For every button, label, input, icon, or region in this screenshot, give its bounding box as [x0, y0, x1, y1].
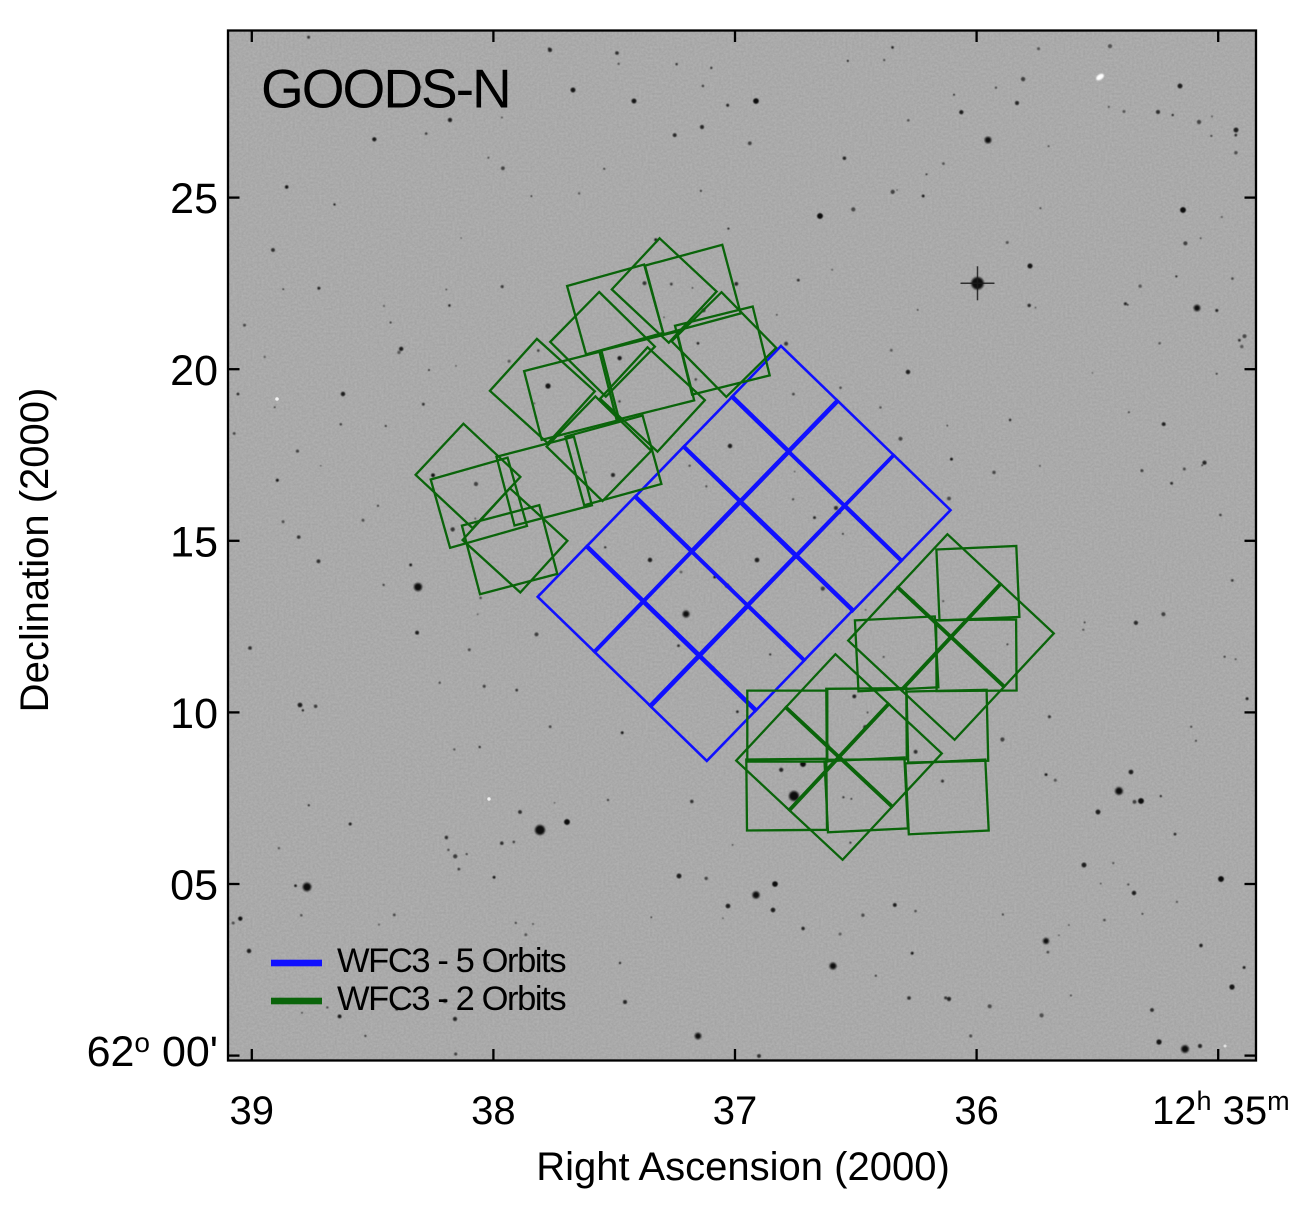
- svg-text:36: 36: [954, 1089, 999, 1133]
- svg-text:05: 05: [170, 862, 218, 910]
- svg-text:25: 25: [170, 175, 218, 223]
- svg-text:39: 39: [230, 1089, 275, 1133]
- svg-text:Right Ascension (2000): Right Ascension (2000): [536, 1145, 950, 1189]
- svg-text:Declination (2000): Declination (2000): [13, 388, 57, 713]
- svg-text:15: 15: [170, 518, 218, 566]
- svg-text:37: 37: [713, 1089, 758, 1133]
- svg-text:38: 38: [471, 1089, 516, 1133]
- svg-text:GOODS-N: GOODS-N: [261, 58, 510, 120]
- svg-text:WFC3 - 2 Orbits: WFC3 - 2 Orbits: [337, 980, 565, 1018]
- svg-text:62o 00': 62o 00': [87, 1027, 218, 1076]
- svg-text:WFC3 - 5 Orbits: WFC3 - 5 Orbits: [337, 942, 565, 980]
- svg-text:20: 20: [170, 347, 218, 395]
- svg-text:10: 10: [170, 690, 218, 738]
- svg-text:12h 35m: 12h 35m: [1152, 1086, 1290, 1133]
